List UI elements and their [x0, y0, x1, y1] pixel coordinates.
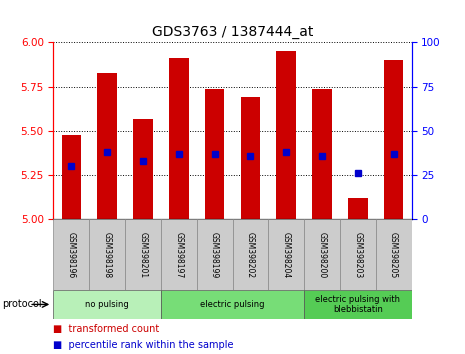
Text: ■  transformed count: ■ transformed count: [53, 324, 159, 334]
Bar: [276, 51, 296, 219]
Text: protocol: protocol: [2, 299, 42, 309]
Text: GSM398198: GSM398198: [103, 232, 112, 278]
FancyBboxPatch shape: [376, 219, 412, 290]
FancyBboxPatch shape: [125, 219, 161, 290]
Bar: [169, 58, 189, 219]
FancyBboxPatch shape: [161, 290, 304, 319]
FancyBboxPatch shape: [232, 219, 268, 290]
Text: GSM398200: GSM398200: [318, 232, 326, 278]
Text: ■  percentile rank within the sample: ■ percentile rank within the sample: [53, 340, 234, 350]
FancyBboxPatch shape: [304, 219, 340, 290]
Bar: [384, 60, 404, 219]
Bar: [205, 88, 225, 219]
Bar: [133, 119, 153, 219]
Text: GSM398202: GSM398202: [246, 232, 255, 278]
Text: electric pulsing with
blebbistatin: electric pulsing with blebbistatin: [315, 295, 400, 314]
Text: electric pulsing: electric pulsing: [200, 300, 265, 309]
Text: GSM398205: GSM398205: [389, 232, 398, 278]
FancyBboxPatch shape: [53, 290, 161, 319]
Bar: [97, 73, 117, 219]
Text: GSM398197: GSM398197: [174, 232, 183, 278]
Title: GDS3763 / 1387444_at: GDS3763 / 1387444_at: [152, 25, 313, 39]
Text: GSM398203: GSM398203: [353, 232, 362, 278]
Bar: [240, 97, 260, 219]
Text: GSM398196: GSM398196: [67, 232, 76, 278]
FancyBboxPatch shape: [268, 219, 304, 290]
FancyBboxPatch shape: [340, 219, 376, 290]
Text: GSM398199: GSM398199: [210, 232, 219, 278]
Text: GSM398201: GSM398201: [139, 232, 147, 278]
FancyBboxPatch shape: [197, 219, 232, 290]
Text: GSM398204: GSM398204: [282, 232, 291, 278]
FancyBboxPatch shape: [161, 219, 197, 290]
FancyBboxPatch shape: [89, 219, 125, 290]
FancyBboxPatch shape: [53, 219, 89, 290]
Text: no pulsing: no pulsing: [85, 300, 129, 309]
FancyBboxPatch shape: [304, 290, 412, 319]
Bar: [312, 88, 332, 219]
Bar: [61, 135, 81, 219]
Bar: [348, 198, 368, 219]
